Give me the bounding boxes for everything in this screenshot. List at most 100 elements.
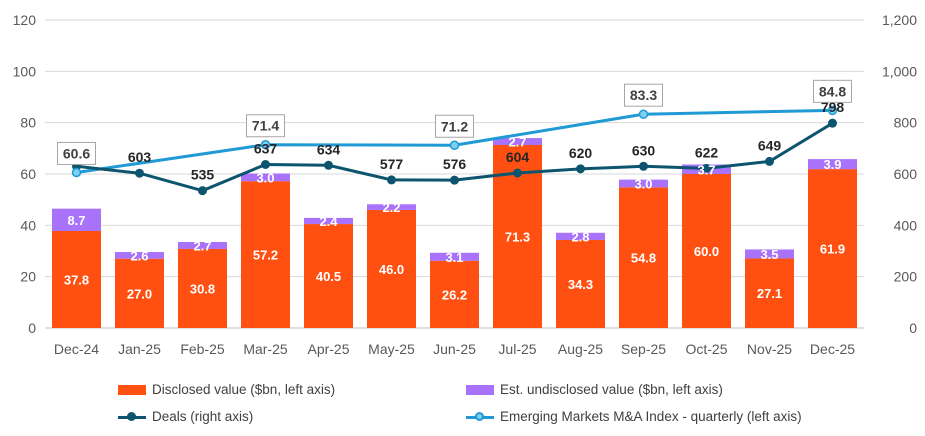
bar-undisclosed <box>808 159 857 170</box>
x-tick-label: Mar-25 <box>243 341 288 357</box>
deals-point <box>135 168 144 178</box>
deals-point <box>639 161 648 171</box>
deals-label: 634 <box>317 141 341 157</box>
bar-disclosed-label: 27.0 <box>127 286 152 301</box>
bar-disclosed-label: 57.2 <box>253 248 278 263</box>
legend-index: Emerging Markets M&A Index - quarterly (… <box>466 409 802 424</box>
index-label: 71.4 <box>252 118 279 134</box>
bar-undisclosed-label: 3.1 <box>445 250 463 265</box>
index-label: 60.6 <box>63 145 90 161</box>
bar-disclosed <box>52 230 101 328</box>
deals-label: 620 <box>569 145 593 161</box>
left-tick-label: 40 <box>20 217 36 233</box>
bar-disclosed-label: 61.9 <box>820 242 845 257</box>
bar-disclosed <box>178 248 227 328</box>
bar-disclosed <box>745 258 794 328</box>
legend-deals: Deals (right axis) <box>118 409 253 424</box>
bar-undisclosed-label: 2.7 <box>508 135 526 150</box>
bar-undisclosed <box>178 242 227 249</box>
bar-undisclosed-label: 8.7 <box>67 213 85 228</box>
deals-point <box>513 168 522 178</box>
left-tick-label: 100 <box>13 63 37 79</box>
index-label: 83.3 <box>630 87 657 103</box>
bar-disclosed <box>682 174 731 328</box>
x-tick-label: Nov-25 <box>747 341 792 357</box>
bar-undisclosed-label: 3.9 <box>823 157 841 172</box>
x-tick-label: May-25 <box>368 341 415 357</box>
bar-disclosed <box>304 224 353 328</box>
legend-swatch-undisclosed <box>466 384 494 395</box>
bar-undisclosed <box>241 173 290 182</box>
bar-undisclosed <box>115 252 164 259</box>
right-tick-label: 800 <box>894 115 918 131</box>
bar-disclosed <box>367 209 416 328</box>
deals-point <box>387 175 396 185</box>
deals-label: 576 <box>443 156 467 172</box>
deals-label: 604 <box>506 149 530 165</box>
deals-point <box>450 175 459 185</box>
legend-disclosed: Disclosed value ($bn, left axis) <box>118 382 335 397</box>
bar-disclosed-label: 54.8 <box>631 251 656 266</box>
legend-swatch-disclosed <box>118 384 146 395</box>
bar-disclosed-label: 37.8 <box>64 272 89 287</box>
legend-undisclosed: Est. undisclosed value ($bn, left axis) <box>466 382 723 397</box>
bar-disclosed-label: 30.8 <box>190 281 215 296</box>
bar-undisclosed <box>52 208 101 231</box>
deals-point <box>765 156 774 166</box>
bar-disclosed <box>808 169 857 328</box>
x-tick-label: Feb-25 <box>180 341 225 357</box>
deals-point <box>702 163 711 173</box>
bar-disclosed-label: 60.0 <box>694 244 719 259</box>
index-point <box>449 140 460 151</box>
bar-undisclosed <box>493 138 542 145</box>
deals-point <box>576 164 585 174</box>
index-point <box>638 109 649 119</box>
bar-undisclosed <box>430 252 479 261</box>
bar-undisclosed-label: 2.8 <box>571 229 589 244</box>
x-tick-label: Jun-25 <box>433 341 476 357</box>
bar-disclosed <box>241 181 290 328</box>
legend-swatch-index <box>466 411 494 422</box>
bar-undisclosed <box>304 217 353 225</box>
deals-point <box>324 160 333 170</box>
index-label: 84.8 <box>819 83 846 99</box>
bar-disclosed <box>556 239 605 328</box>
x-tick-label: Jul-25 <box>498 341 536 357</box>
bar-undisclosed <box>367 204 416 210</box>
x-tick-label: Oct-25 <box>685 341 727 357</box>
x-tick-label: Sep-25 <box>621 341 666 357</box>
bar-undisclosed <box>619 179 668 188</box>
left-tick-label: 20 <box>20 269 36 285</box>
x-tick-label: Apr-25 <box>307 341 349 357</box>
index-label-box <box>435 114 474 138</box>
legend-label-undisclosed: Est. undisclosed value ($bn, left axis) <box>500 382 723 397</box>
deals-label: 798 <box>821 99 845 115</box>
bar-undisclosed-label: 2.7 <box>193 238 211 253</box>
right-tick-label: 400 <box>894 217 918 233</box>
left-tick-label: 120 <box>13 12 37 28</box>
bar-disclosed-label: 40.5 <box>316 269 341 284</box>
bar-disclosed-label: 71.3 <box>505 229 530 244</box>
legend-label-disclosed: Disclosed value ($bn, left axis) <box>152 382 336 397</box>
legend-label-deals: Deals (right axis) <box>152 409 254 424</box>
right-tick-label: 200 <box>894 269 918 285</box>
left-tick-label: 80 <box>20 115 36 131</box>
bar-undisclosed-label: 3.0 <box>634 176 652 191</box>
deals-label: 649 <box>758 137 782 153</box>
bar-undisclosed <box>745 249 794 259</box>
left-tick-label: 0 <box>28 320 36 336</box>
bar-disclosed-label: 34.3 <box>568 277 593 292</box>
left-axis-ticks: 0 20 40 60 80 100 120 <box>13 12 37 336</box>
right-tick-label: 0 <box>909 320 917 336</box>
index-point <box>71 167 82 178</box>
bar-disclosed-label: 27.1 <box>757 286 782 301</box>
bar-undisclosed-label: 3.7 <box>697 162 715 177</box>
bar-disclosed <box>115 258 164 328</box>
index-label: 71.2 <box>441 118 468 134</box>
deals-point <box>828 118 837 128</box>
bars <box>52 138 857 328</box>
deals-label: 622 <box>695 144 719 160</box>
index-point <box>260 139 271 150</box>
right-axis-ticks: 0 200 400 600 800 1,000 1,200 <box>882 12 917 336</box>
